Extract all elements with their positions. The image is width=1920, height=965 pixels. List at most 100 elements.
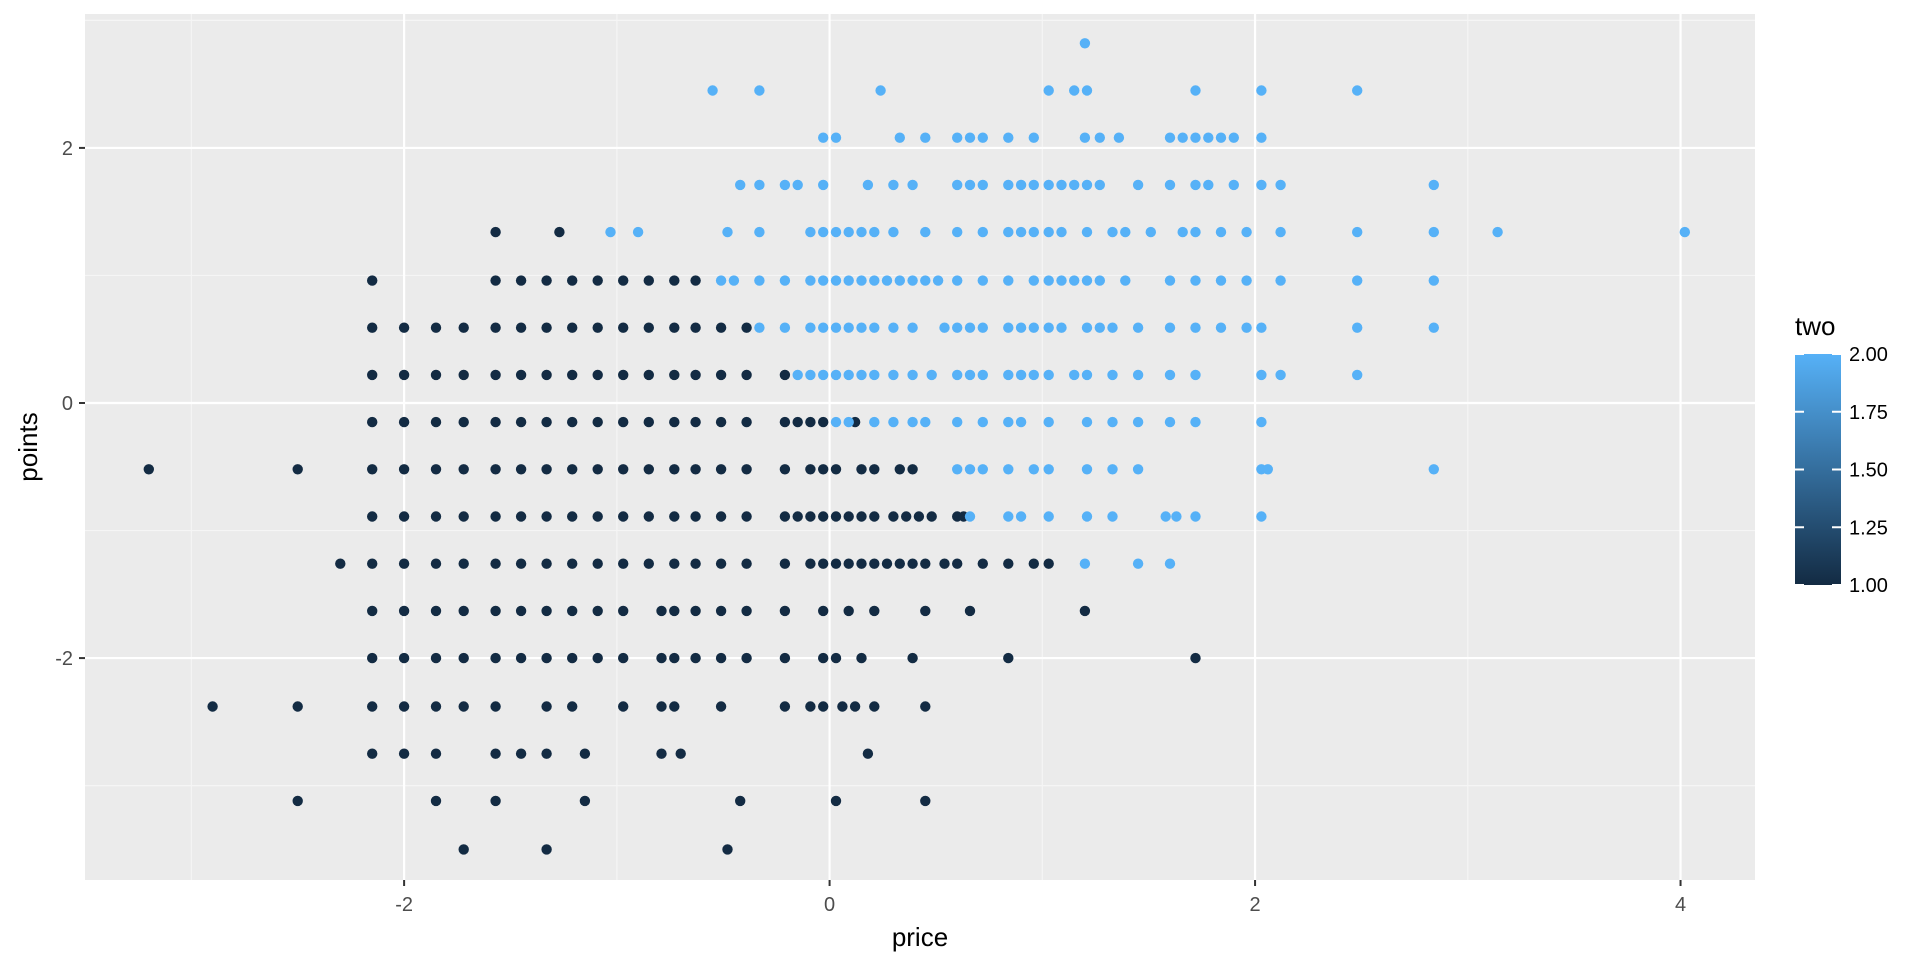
- data-point: [669, 605, 680, 617]
- data-point: [656, 605, 667, 617]
- data-point: [754, 179, 765, 191]
- data-point: [1492, 226, 1503, 238]
- data-point: [779, 652, 791, 664]
- data-point: [643, 322, 654, 333]
- data-point: [715, 511, 727, 522]
- data-point: [643, 558, 654, 569]
- data-point: [818, 511, 829, 522]
- data-point: [1215, 132, 1227, 143]
- legend-title: two: [1795, 311, 1835, 341]
- data-point: [741, 416, 752, 428]
- data-point: [632, 226, 644, 238]
- data-point: [567, 701, 578, 712]
- data-point: [1132, 179, 1144, 191]
- data-point: [1107, 464, 1118, 475]
- data-point: [715, 369, 727, 381]
- data-point: [741, 652, 752, 664]
- data-point: [541, 416, 552, 428]
- data-point: [843, 322, 854, 333]
- data-point: [741, 322, 752, 333]
- data-point: [964, 511, 976, 522]
- data-point: [1081, 369, 1093, 381]
- data-point: [779, 416, 791, 428]
- data-point: [592, 464, 603, 475]
- data-point: [1081, 226, 1093, 238]
- data-point: [618, 558, 629, 569]
- data-point: [458, 605, 469, 617]
- data-point: [920, 701, 931, 712]
- data-point: [430, 322, 442, 333]
- data-point: [964, 464, 976, 475]
- data-point: [618, 701, 629, 712]
- data-point: [143, 464, 154, 475]
- data-point: [952, 369, 963, 381]
- data-point: [592, 511, 603, 522]
- data-point: [1094, 275, 1106, 286]
- data-point: [1003, 416, 1014, 428]
- data-point: [1177, 226, 1188, 238]
- data-point: [843, 605, 854, 617]
- data-point: [690, 605, 701, 617]
- data-point: [367, 275, 378, 286]
- data-point: [490, 748, 501, 759]
- data-point: [1043, 369, 1054, 381]
- data-point: [1003, 558, 1014, 569]
- data-point: [952, 416, 963, 428]
- data-point: [398, 464, 410, 475]
- data-point: [567, 558, 578, 569]
- data-point: [1164, 132, 1176, 143]
- data-point: [920, 132, 931, 143]
- data-point: [643, 275, 654, 286]
- data-point: [430, 701, 442, 712]
- data-point: [1043, 558, 1054, 569]
- data-point: [818, 275, 829, 286]
- data-point: [398, 605, 410, 617]
- data-point: [907, 275, 918, 286]
- data-point: [656, 652, 667, 664]
- data-point: [1256, 511, 1267, 522]
- data-point: [515, 322, 527, 333]
- data-point: [618, 416, 629, 428]
- data-point: [567, 369, 578, 381]
- data-point: [292, 464, 303, 475]
- data-point: [675, 748, 686, 759]
- y-axis: -2 0 2: [55, 138, 85, 670]
- data-point: [1428, 322, 1440, 333]
- data-point: [1043, 464, 1054, 475]
- data-point: [818, 558, 829, 569]
- data-point: [690, 558, 701, 569]
- data-point: [430, 795, 442, 807]
- data-point: [920, 795, 931, 807]
- data-point: [592, 322, 603, 333]
- data-point: [515, 416, 527, 428]
- data-point: [398, 558, 410, 569]
- data-point: [1352, 369, 1363, 381]
- data-point: [843, 369, 854, 381]
- data-point: [1015, 511, 1027, 522]
- data-point: [643, 511, 654, 522]
- data-point: [367, 511, 378, 522]
- legend-break-label: 2.00: [1849, 344, 1888, 366]
- data-point: [1215, 322, 1227, 333]
- data-point: [656, 748, 667, 759]
- data-point: [541, 701, 552, 712]
- data-point: [618, 464, 629, 475]
- data-point: [1056, 226, 1067, 238]
- data-point: [592, 652, 603, 664]
- data-point: [458, 701, 469, 712]
- data-point: [1015, 226, 1027, 238]
- data-point: [367, 464, 378, 475]
- data-point: [977, 369, 988, 381]
- legend-break-label: 1.25: [1849, 517, 1888, 539]
- data-point: [1003, 322, 1014, 333]
- data-point: [1428, 275, 1440, 286]
- data-point: [977, 322, 988, 333]
- data-point: [490, 322, 501, 333]
- data-point: [1190, 369, 1201, 381]
- data-point: [952, 464, 963, 475]
- data-point: [458, 464, 469, 475]
- data-point: [1015, 179, 1027, 191]
- data-point: [856, 558, 867, 569]
- data-point: [1132, 416, 1144, 428]
